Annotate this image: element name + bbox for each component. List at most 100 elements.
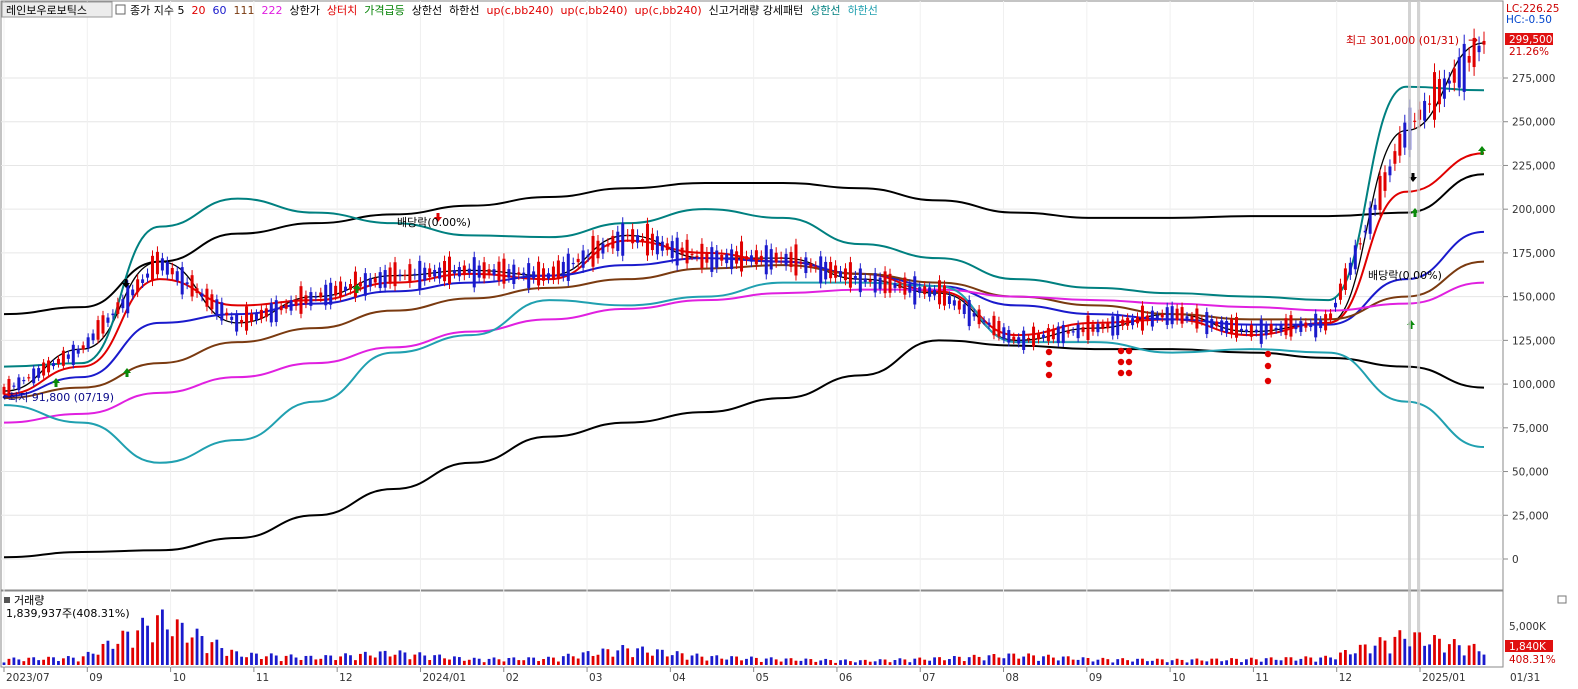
candle-body	[433, 269, 437, 277]
volume-bar	[779, 661, 783, 665]
volume-bar	[898, 658, 902, 665]
candle-body	[185, 282, 189, 285]
candle-body	[517, 272, 521, 275]
red-signal-dot-icon	[1045, 360, 1053, 368]
volume-bar	[1047, 654, 1050, 665]
volume-bar	[235, 651, 239, 665]
volume-bar	[453, 656, 456, 665]
candle-body	[740, 241, 744, 272]
candle-body	[1457, 57, 1461, 88]
volume-bar	[1254, 659, 1258, 665]
candle-body	[1467, 55, 1471, 63]
volume-bar	[824, 658, 828, 665]
volume-bar	[665, 656, 669, 665]
volume-bar	[873, 661, 877, 665]
volume-bar	[81, 656, 85, 665]
volume-bar	[532, 657, 536, 665]
candle-body	[279, 305, 283, 311]
candle-body	[136, 279, 140, 293]
candle-body	[1205, 312, 1209, 335]
candle-body	[245, 306, 249, 331]
volume-bar	[863, 659, 867, 665]
candle-body	[542, 268, 546, 281]
candle-body	[1101, 323, 1105, 329]
volume-bar	[1373, 645, 1377, 665]
volume-bar	[967, 657, 971, 665]
volume-bar	[47, 656, 50, 665]
volume-bar	[497, 659, 501, 665]
y-tick-label: 250,000	[1512, 117, 1555, 129]
volume-bar	[1165, 662, 1169, 665]
candle-body	[1388, 166, 1392, 176]
candle-body	[1403, 122, 1407, 148]
volume-bar	[1116, 659, 1120, 665]
volume-collapse-icon[interactable]	[1557, 595, 1567, 604]
candle-body	[878, 277, 882, 289]
volume-bar	[1363, 644, 1367, 665]
candle-body	[447, 256, 451, 285]
candle-body	[735, 251, 739, 264]
dropdown-box-icon[interactable]	[115, 4, 126, 15]
high-annotation: 최고 301,000 (01/31)	[1346, 34, 1459, 47]
candle-body	[947, 296, 951, 304]
candle-body	[1215, 321, 1219, 327]
candle-body	[616, 231, 620, 251]
volume-bar	[596, 654, 600, 665]
volume-bar	[962, 661, 966, 665]
volume-bar	[1032, 655, 1035, 665]
volume-bar	[764, 658, 768, 665]
volume-bar	[1185, 662, 1189, 665]
stock-name-box[interactable]	[1, 1, 113, 18]
volume-bar	[581, 652, 585, 665]
candle-body	[190, 275, 194, 297]
volume-bar	[314, 659, 318, 665]
volume-bar	[725, 659, 729, 665]
volume-bar	[368, 655, 372, 665]
candle-body	[1284, 318, 1288, 336]
candle-body	[1190, 316, 1194, 321]
candle-body	[1165, 307, 1169, 325]
down-arrow-icon	[434, 213, 442, 222]
volume-bar	[1413, 632, 1417, 665]
candle-body	[690, 254, 694, 256]
volume-bar	[1126, 660, 1130, 665]
candle-body	[1289, 315, 1293, 337]
candle-body	[695, 255, 699, 257]
volume-bar	[1061, 656, 1065, 665]
legend-item-0: 종가 지수 5	[130, 4, 184, 17]
volume-bar	[462, 660, 466, 665]
volume-bar	[294, 657, 298, 665]
volume-menu-icon[interactable]	[4, 597, 10, 603]
candle-body	[27, 377, 31, 379]
candle-body	[789, 252, 793, 267]
x-tick-label: 06	[839, 672, 853, 684]
volume-bar	[646, 652, 649, 665]
volume-bar	[740, 660, 743, 665]
x-tick-label: 02	[506, 672, 519, 684]
candle-body	[868, 279, 872, 282]
legend-item-4: 222	[261, 4, 282, 17]
lc-readout: LC:226.25	[1506, 3, 1559, 15]
candle-body	[1175, 308, 1179, 321]
volume-bar	[289, 654, 293, 665]
candle-body	[180, 267, 184, 295]
volume-bar	[1245, 659, 1248, 665]
volume-bar	[131, 647, 135, 665]
volume-bar	[255, 653, 258, 665]
candle-body	[388, 267, 392, 284]
volume-bar	[730, 656, 734, 665]
candle-body	[561, 261, 565, 277]
volume-bar	[1210, 658, 1214, 665]
candle-body	[863, 278, 867, 282]
volume-bar	[705, 660, 709, 665]
x-tick-label: 07	[922, 672, 935, 684]
candle-body	[1046, 328, 1050, 342]
candle-body	[883, 271, 887, 294]
candle-body	[1200, 320, 1204, 322]
candle-body	[1091, 324, 1095, 332]
volume-bar	[101, 643, 105, 665]
volume-bar	[670, 655, 674, 665]
candle-body	[660, 241, 664, 251]
volume-bar	[299, 659, 303, 665]
